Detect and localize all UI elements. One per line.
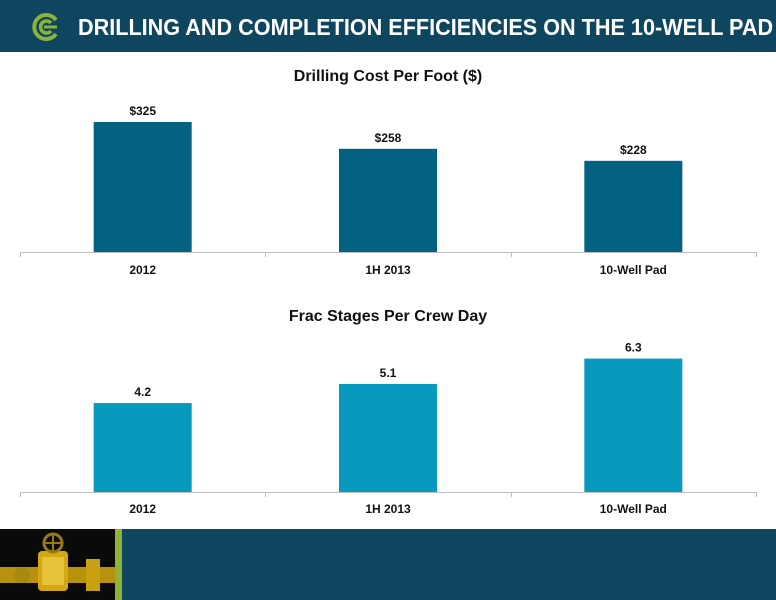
bar — [339, 148, 437, 252]
category-label: 10-Well Pad — [600, 263, 667, 277]
data-label: 5.1 — [380, 366, 397, 380]
data-label: 4.2 — [134, 385, 151, 399]
drilling-cost-plot: $325 2012 $258 1H 2013 $228 10-Well Pad — [20, 104, 757, 277]
equipment-photo — [0, 529, 115, 600]
data-label: 6.3 — [625, 341, 642, 355]
category-label: 10-Well Pad — [600, 502, 667, 516]
bar — [584, 358, 683, 492]
category-label: 2012 — [129, 263, 156, 277]
frac-stages-plot: 4.2 2012 5.1 1H 2013 6.3 10-Well Pad — [20, 341, 757, 516]
company-logo-icon — [32, 13, 58, 41]
data-label: $228 — [620, 143, 647, 157]
category-label: 1H 2013 — [365, 263, 411, 277]
slide-footer — [0, 529, 776, 600]
slide-title: DRILLING AND COMPLETION EFFICIENCIES ON … — [78, 14, 774, 40]
category-label: 1H 2013 — [365, 502, 411, 516]
data-label: $325 — [129, 104, 156, 118]
footer-accent-stripe — [115, 529, 122, 600]
slide-header: DRILLING AND COMPLETION EFFICIENCIES ON … — [0, 0, 776, 52]
bar — [93, 122, 192, 252]
bar — [93, 403, 192, 492]
drilling-cost-chart: Drilling Cost Per Foot ($) $325 2012 $258 1… — [0, 58, 776, 290]
chart-title: Frac Stages Per Crew Day — [288, 308, 488, 325]
chart-title: Drilling Cost Per Foot ($) — [293, 68, 483, 85]
data-label: $258 — [375, 131, 402, 145]
frac-stages-chart: Frac Stages Per Crew Day 4.2 2012 5.1 1H 20… — [0, 298, 776, 528]
bar — [339, 384, 437, 492]
bar — [584, 160, 683, 252]
wellhead-valve-icon — [0, 529, 115, 600]
category-label: 2012 — [129, 502, 156, 516]
